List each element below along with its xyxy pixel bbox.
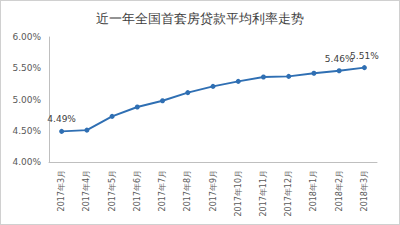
svg-text:2018年1月: 2018年1月	[309, 170, 318, 211]
svg-text:近一年全国首套房贷款平均利率走势: 近一年全国首套房贷款平均利率走势	[96, 11, 304, 26]
svg-text:2017年4月: 2017年4月	[82, 170, 91, 211]
svg-text:4.00%: 4.00%	[12, 157, 41, 167]
svg-text:5.46%: 5.46%	[324, 53, 354, 64]
svg-text:2018年3月: 2018年3月	[360, 170, 369, 211]
svg-text:2017年11月: 2017年11月	[259, 170, 268, 217]
svg-text:2017年6月: 2017年6月	[133, 170, 142, 211]
svg-text:2017年7月: 2017年7月	[158, 170, 167, 211]
svg-text:4.50%: 4.50%	[12, 126, 41, 136]
svg-text:2017年12月: 2017年12月	[284, 170, 293, 217]
svg-text:6.00%: 6.00%	[12, 32, 41, 42]
svg-text:5.51%: 5.51%	[350, 51, 379, 61]
svg-text:5.00%: 5.00%	[12, 95, 41, 105]
svg-text:2017年5月: 2017年5月	[108, 170, 117, 211]
svg-text:2018年2月: 2018年2月	[335, 170, 344, 211]
svg-text:2017年3月: 2017年3月	[57, 170, 66, 211]
svg-text:5.50%: 5.50%	[12, 63, 41, 73]
svg-text:2017年10月: 2017年10月	[234, 170, 243, 217]
svg-text:2017年8月: 2017年8月	[183, 170, 192, 211]
svg-text:2017年9月: 2017年9月	[209, 170, 218, 211]
svg-text:4.49%: 4.49%	[47, 114, 76, 124]
